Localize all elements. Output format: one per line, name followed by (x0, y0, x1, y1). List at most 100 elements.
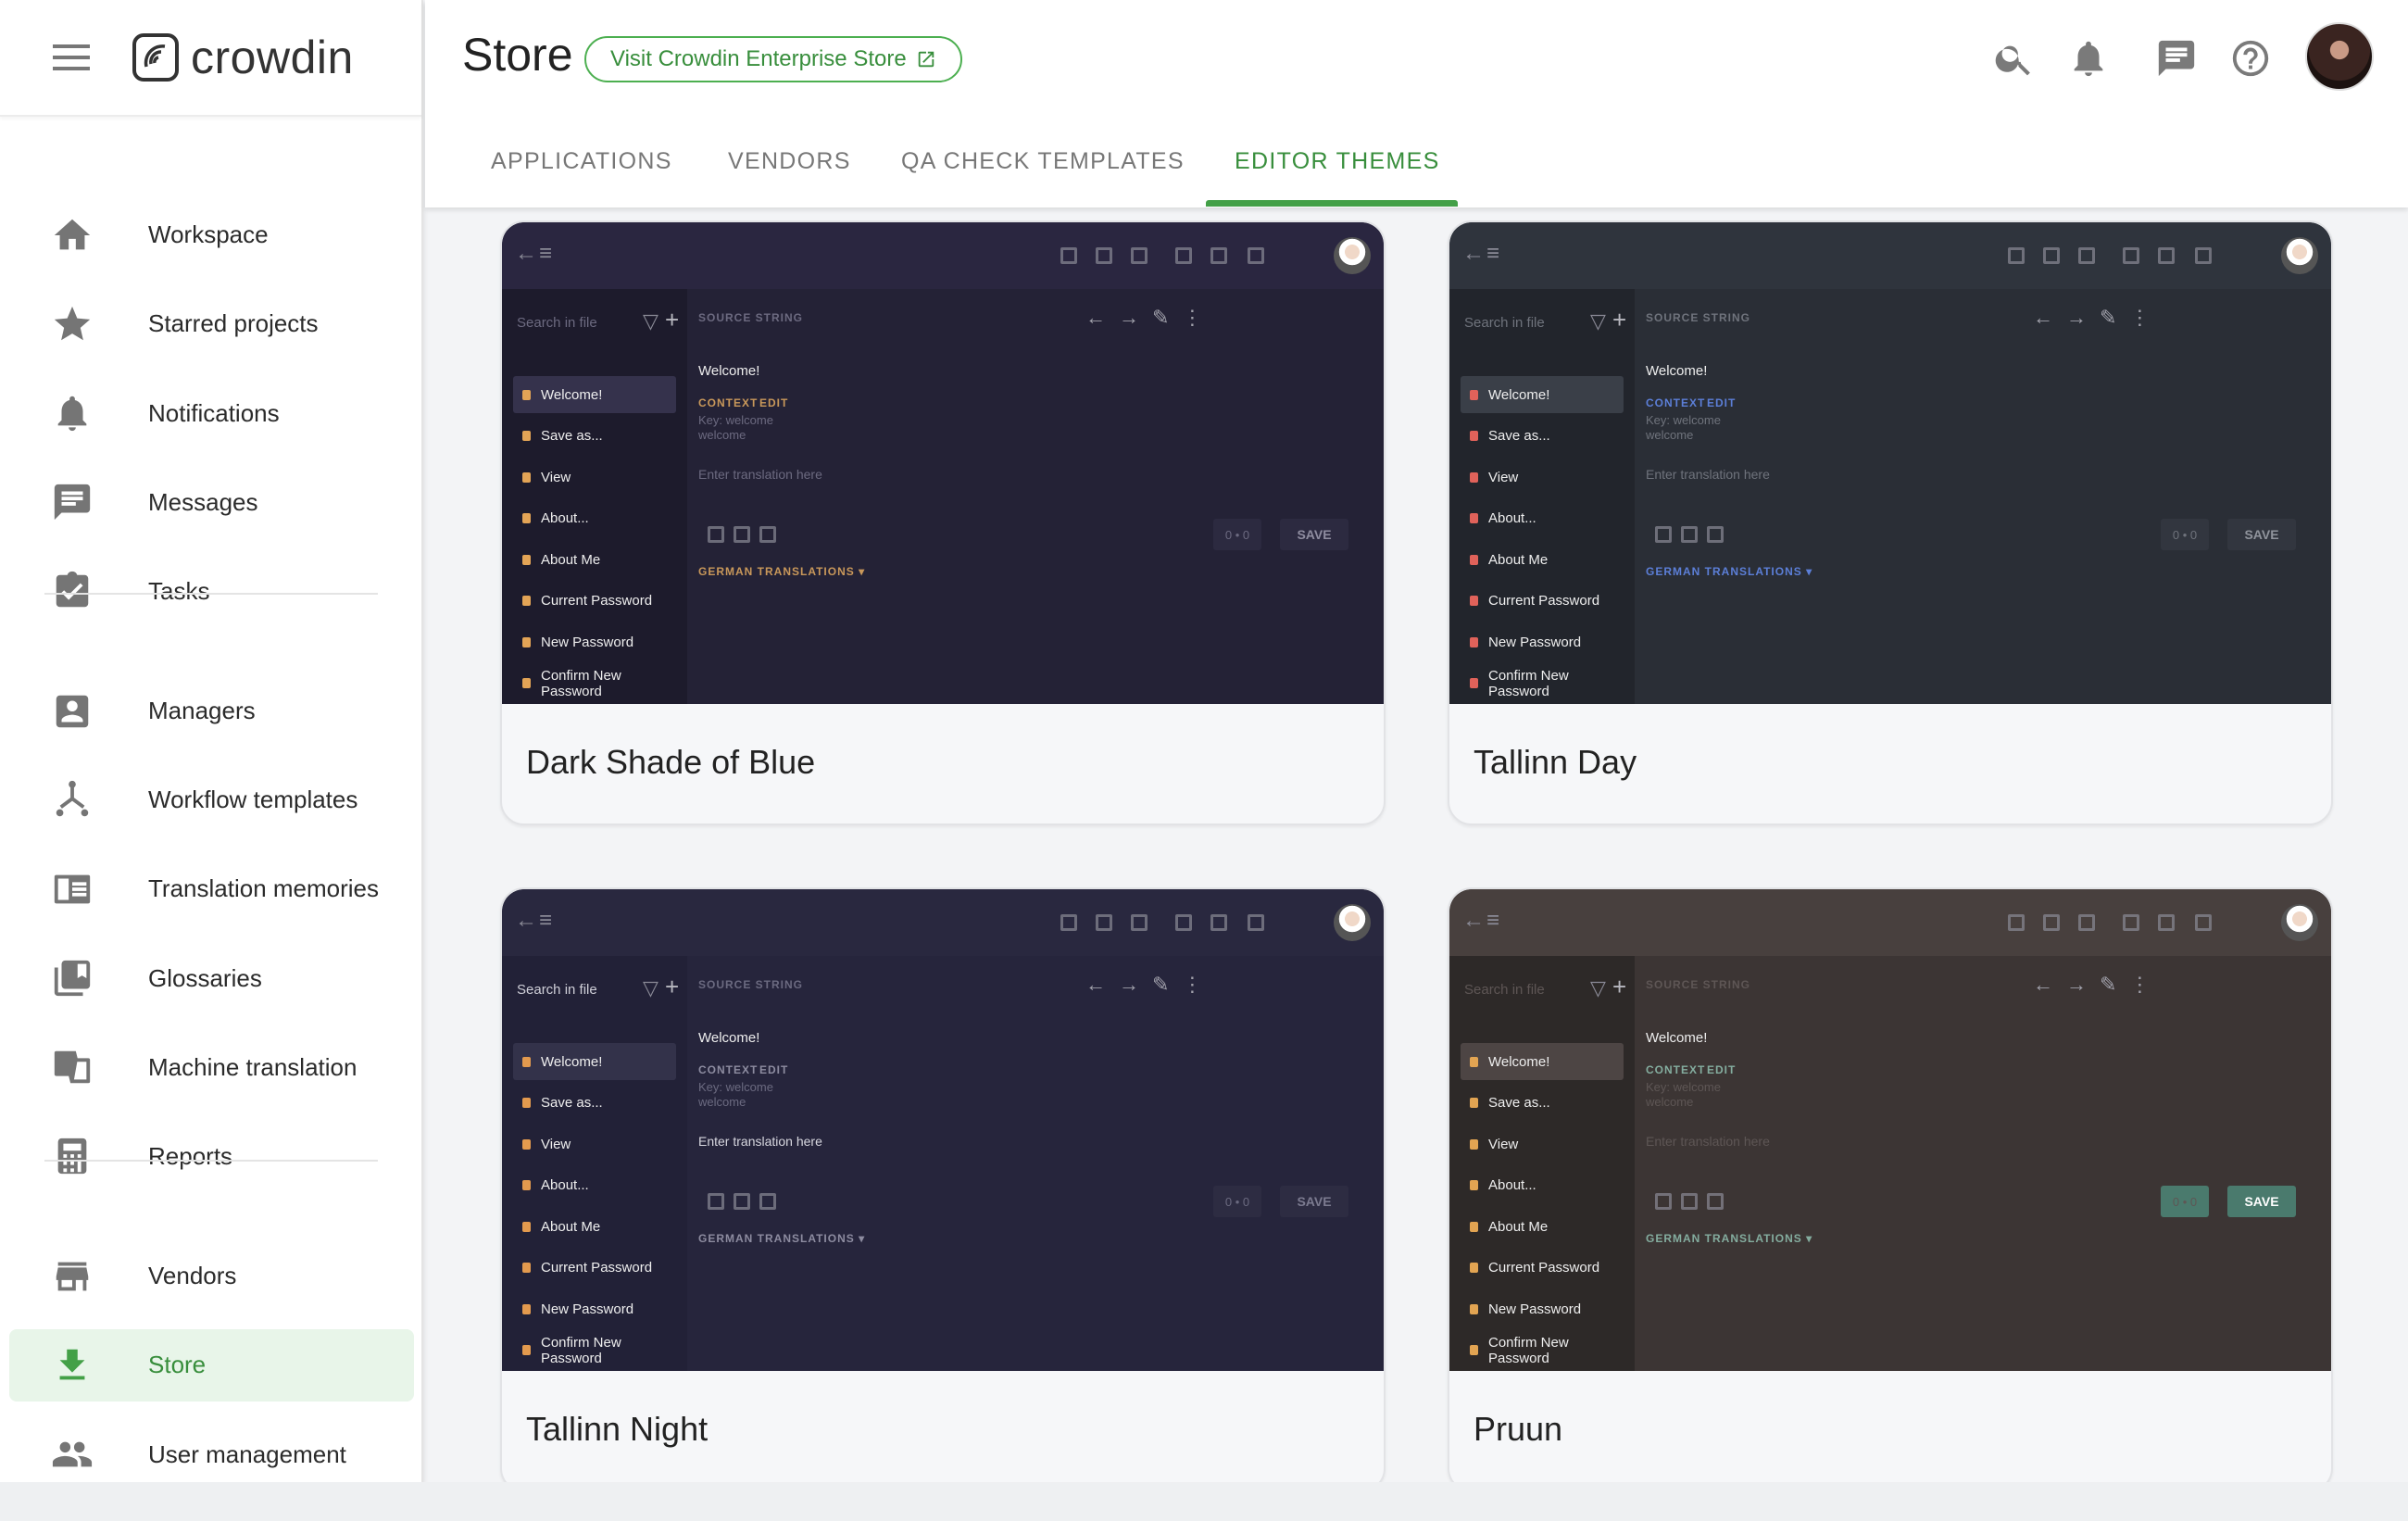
preview-nav-icons: ←→✎⋮ (2033, 306, 2163, 329)
crowdin-logo[interactable]: crowdin (132, 31, 354, 84)
preview-file-panel: Search in file ▽ + Welcome! Save as... Vie… (1449, 956, 1635, 1371)
preview-format-icon (1707, 1193, 1724, 1210)
sidebar-item-notifications[interactable]: Notifications (9, 377, 414, 449)
workflow-icon (56, 780, 89, 817)
preview-format-icon (759, 526, 776, 543)
help-icon[interactable] (2229, 37, 2272, 80)
preview-string-item: Welcome! (513, 1043, 676, 1080)
preview-toolbar-icon (2043, 914, 2060, 931)
preview-file-panel: Search in file ▽ + Welcome! Save as... Vie… (1449, 289, 1635, 704)
preview-copy-icon (708, 1193, 724, 1210)
preview-string-item: View (513, 459, 676, 496)
preview-editor-panel: SOURCE STRING ←→✎⋮ Welcome! CONTEXT EDIT… (1635, 289, 2331, 704)
tab-qa-check-templates[interactable]: QA CHECK TEMPLATES (901, 148, 1185, 174)
preview-toolbar-icon (2195, 247, 2212, 264)
sidebar-item-machine-translation[interactable]: Machine translation (9, 1031, 414, 1103)
theme-card-tallinn-day[interactable]: ← ≡ Search in file ▽ + Welcome! Save as..… (1448, 220, 2333, 825)
preview-string-item: View (1461, 1125, 1624, 1163)
preview-translation-input: Enter translation here (1646, 467, 1770, 482)
preview-string-item: Save as... (1461, 1085, 1624, 1122)
preview-editor-panel: SOURCE STRING ←→✎⋮ Welcome! CONTEXT EDIT… (687, 956, 1384, 1371)
tab-vendors[interactable]: VENDORS (728, 148, 851, 174)
preview-back-arrow-icon: ← (515, 908, 537, 933)
sidebar-item-vendors[interactable]: Vendors (9, 1240, 414, 1313)
sidebar-item-store[interactable]: Store (9, 1328, 414, 1402)
message-icon (54, 484, 91, 521)
visit-enterprise-store-button[interactable]: Visit Crowdin Enterprise Store (584, 36, 962, 82)
notifications-bell-icon[interactable] (2067, 37, 2110, 80)
preview-toolbar-icon (1175, 247, 1192, 264)
theme-card-pruun[interactable]: ← ≡ Search in file ▽ + Welcome! Save as..… (1448, 887, 2333, 1492)
preview-top-bar: ← ≡ (1449, 222, 2331, 289)
sidebar-item-workflow-templates[interactable]: Workflow templates (9, 764, 414, 836)
sidebar-item-label: Vendors (148, 1262, 237, 1290)
tab-editor-themes[interactable]: EDITOR THEMES (1235, 148, 1440, 174)
preview-delete-icon (1681, 526, 1698, 543)
preview-source-text: Welcome! (1646, 1030, 1708, 1046)
sidebar-item-label: Translation memories (148, 874, 380, 903)
crowdin-logo-icon (132, 33, 179, 82)
bell-icon (57, 396, 87, 432)
sidebar-item-reports[interactable]: Reports (9, 1120, 414, 1192)
store-front-icon (56, 1262, 89, 1291)
preview-context-label: CONTEXT (1646, 1063, 1706, 1076)
theme-preview: ← ≡ Search in file ▽ + Welcome! Save as..… (502, 889, 1384, 1371)
sidebar-item-tasks[interactable]: Tasks (9, 555, 414, 627)
sidebar-item-managers[interactable]: Managers (9, 675, 414, 748)
theme-preview: ← ≡ Search in file ▽ + Welcome! Save as..… (502, 222, 1384, 704)
preview-toolbar-icon (1248, 247, 1264, 264)
preview-string-item: About Me (513, 1208, 676, 1245)
sidebar-item-messages[interactable]: Messages (9, 466, 414, 538)
preview-top-bar: ← ≡ (1449, 889, 2331, 956)
preview-edit-label: EDIT (759, 396, 789, 409)
sidebar-item-workspace[interactable]: Workspace (9, 199, 414, 271)
translation-memory-icon (54, 874, 91, 904)
preview-add-icon: + (665, 973, 680, 1000)
preview-filter-icon: ▽ (1590, 309, 1606, 333)
preview-toolbar-icon (1060, 247, 1077, 264)
sidebar-item-translation-memories[interactable]: Translation memories (9, 853, 414, 925)
preview-string-item: New Password (513, 623, 676, 660)
sidebar-item-starred-projects[interactable]: Starred projects (9, 288, 414, 360)
theme-preview: ← ≡ Search in file ▽ + Welcome! Save as..… (1449, 889, 2331, 1371)
sidebar-item-glossaries[interactable]: Glossaries (9, 942, 414, 1014)
preview-source-label: SOURCE STRING (698, 311, 804, 324)
preview-avatar (1334, 904, 1371, 941)
preview-translations-label: GERMAN TRANSLATIONS ▾ (1646, 565, 1813, 578)
preview-string-item: Current Password (513, 583, 676, 620)
preview-source-label: SOURCE STRING (698, 978, 804, 991)
theme-card-dark-shade-of-blue[interactable]: ← ≡ Search in file ▽ + Welcome! Save as..… (500, 220, 1386, 825)
preview-add-icon: + (1612, 973, 1627, 1000)
sidebar-item-label: Glossaries (148, 963, 262, 992)
preview-menu-icon: ≡ (539, 241, 553, 266)
preview-filter-icon: ▽ (1590, 976, 1606, 999)
preview-string-item: Current Password (513, 1250, 676, 1287)
preview-toolbar-icon (1131, 247, 1148, 264)
theme-name: Tallinn Day (1474, 743, 1637, 781)
user-avatar[interactable] (2305, 22, 2374, 91)
glossary-icon (54, 960, 91, 997)
preview-string-item: Current Password (1461, 583, 1624, 620)
users-icon (52, 1441, 93, 1467)
menu-icon[interactable] (53, 44, 90, 70)
preview-translation-input: Enter translation here (698, 1134, 822, 1149)
preview-counter: 0 • 0 (1213, 519, 1261, 550)
preview-file-panel: Search in file ▽ + Welcome! Save as... Vie… (502, 289, 687, 704)
active-tab-indicator (1206, 200, 1458, 207)
preview-context-label: CONTEXT (698, 1063, 759, 1076)
preview-string-item: Confirm New Password (1461, 1332, 1624, 1369)
tab-applications[interactable]: APPLICATIONS (491, 148, 672, 174)
messages-icon[interactable] (2155, 37, 2198, 80)
preview-string-item: New Password (1461, 1290, 1624, 1327)
theme-card-tallinn-night[interactable]: ← ≡ Search in file ▽ + Welcome! Save as..… (500, 887, 1386, 1492)
preview-source-text: Welcome! (1646, 363, 1708, 379)
preview-toolbar-icon (2043, 247, 2060, 264)
sidebar-item-label: Workspace (148, 220, 269, 249)
preview-string-item: Confirm New Password (513, 665, 676, 702)
preview-back-arrow-icon: ← (1462, 241, 1485, 266)
preview-toolbar-icon (2078, 914, 2095, 931)
preview-top-bar: ← ≡ (502, 889, 1384, 956)
search-icon[interactable] (1993, 37, 2036, 80)
preview-add-icon: + (1612, 306, 1627, 333)
sidebar-item-user-management[interactable]: User management (9, 1418, 414, 1490)
